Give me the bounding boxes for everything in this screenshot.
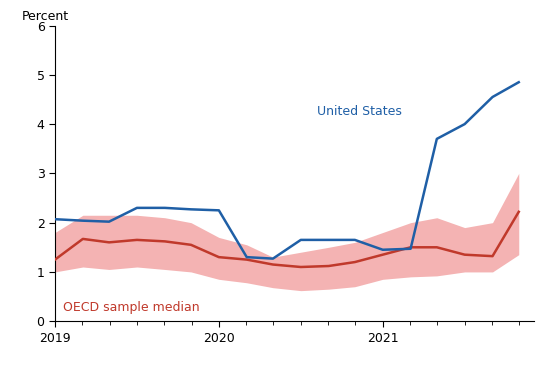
- Text: OECD sample median: OECD sample median: [63, 301, 200, 314]
- Text: United States: United States: [317, 105, 402, 118]
- Text: Percent: Percent: [21, 9, 69, 23]
